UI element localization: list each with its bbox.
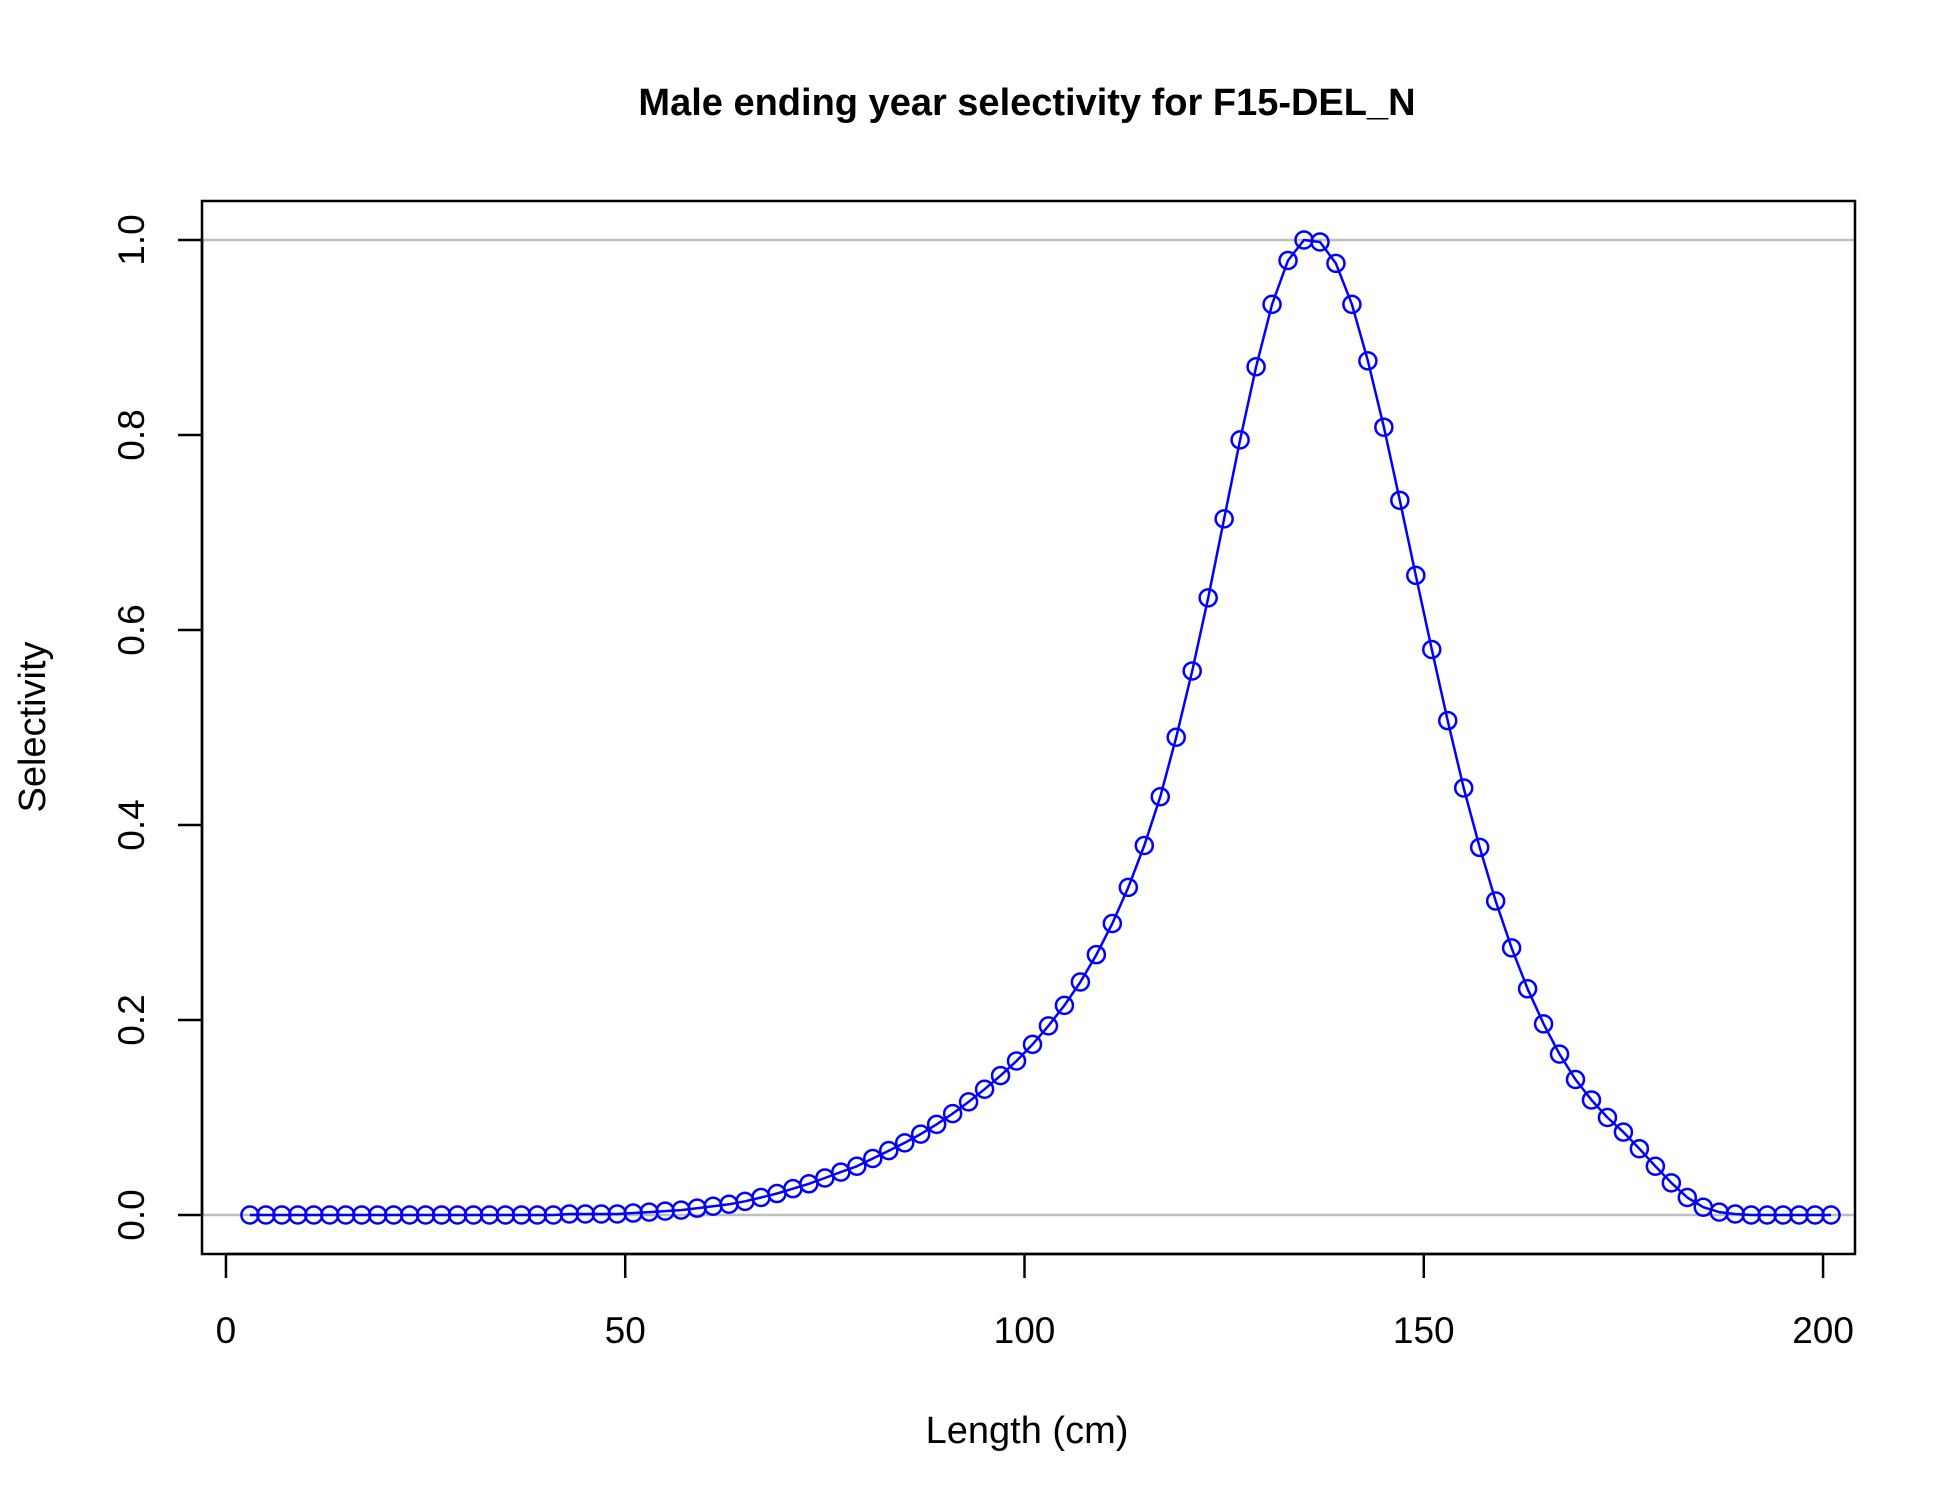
data-point [1326, 253, 1346, 274]
data-point [1278, 250, 1298, 271]
y-tick-label: 0.0 [111, 1189, 152, 1240]
x-axis: 0 50 100 150 200 [216, 1252, 1854, 1351]
x-tick-label: 200 [1792, 1310, 1854, 1351]
reference-lines [202, 238, 1855, 1217]
chart-title: Male ending year selectivity for F15-DEL… [638, 82, 1415, 124]
data-point [1342, 294, 1362, 315]
data-point [1054, 995, 1075, 1016]
data-point [1134, 835, 1155, 856]
data-point [1310, 232, 1330, 252]
data-point [1422, 639, 1442, 660]
data-point [910, 1124, 931, 1144]
data-point [1150, 786, 1171, 807]
x-tick-label: 150 [1393, 1310, 1455, 1351]
data-point [1406, 565, 1426, 586]
y-tick-label: 1.0 [111, 214, 152, 265]
data-point [1390, 490, 1410, 511]
data-point [1230, 430, 1250, 450]
data-point [1102, 913, 1123, 934]
x-axis-label: Length (cm) [926, 1410, 1129, 1452]
data-point [926, 1114, 947, 1135]
data-point [974, 1079, 995, 1099]
data-point [1629, 1138, 1650, 1159]
x-tick-label: 0 [216, 1310, 237, 1351]
data-point [1469, 837, 1490, 858]
plot-frame [200, 199, 1857, 1256]
data-point [1645, 1156, 1666, 1176]
data-point [1070, 972, 1091, 992]
x-tick-label: 50 [605, 1310, 646, 1351]
data-point [1262, 294, 1282, 315]
data-point [1581, 1090, 1602, 1110]
data-point [1198, 588, 1218, 608]
data-point [894, 1133, 915, 1153]
y-tick-label: 0.4 [111, 799, 152, 850]
data-point [1022, 1034, 1043, 1055]
data-point [958, 1092, 979, 1112]
data-point [1485, 891, 1506, 911]
data-point [1038, 1016, 1059, 1036]
y-axis: 0.0 0.2 0.4 0.6 0.8 1.0 [111, 214, 204, 1241]
x-tick-label: 100 [994, 1310, 1056, 1351]
data-point [1166, 727, 1186, 747]
data-point [1246, 357, 1266, 377]
data-point [847, 1156, 867, 1176]
y-tick-label: 0.2 [111, 994, 152, 1045]
data-point [1613, 1122, 1634, 1142]
data-point [1501, 938, 1522, 958]
data-point [1437, 710, 1458, 731]
data-point [1453, 778, 1474, 798]
data-point [1118, 877, 1139, 898]
y-tick-label: 0.8 [111, 409, 152, 460]
data-point [1006, 1051, 1027, 1071]
data-point [1533, 1014, 1554, 1034]
y-tick-label: 0.6 [111, 604, 152, 655]
data-point [1358, 351, 1378, 371]
data-point [1549, 1044, 1570, 1064]
data-point [1661, 1173, 1682, 1193]
data-point [1374, 417, 1394, 437]
data-point [1821, 1205, 1841, 1225]
data-point [1214, 509, 1234, 529]
data-point [879, 1140, 899, 1161]
data-point [1086, 944, 1107, 965]
data-points [240, 230, 1841, 1225]
data-point [1597, 1107, 1618, 1128]
y-axis-label: Selectivity [12, 641, 54, 812]
data-point [1677, 1187, 1698, 1208]
data-point [1517, 979, 1538, 999]
data-point [1565, 1069, 1586, 1090]
data-point [942, 1103, 963, 1124]
data-point [1182, 661, 1202, 681]
series-line [249, 238, 1831, 1217]
data-point [863, 1148, 883, 1169]
data-point [990, 1065, 1011, 1086]
